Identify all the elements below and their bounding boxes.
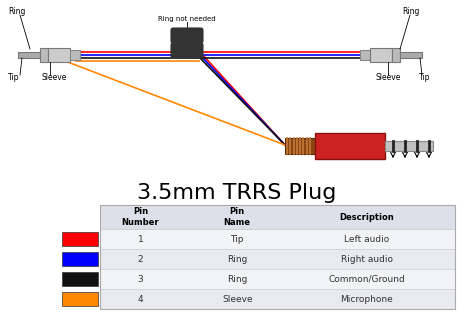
- Text: Right audio: Right audio: [341, 255, 393, 263]
- Text: Tip: Tip: [8, 73, 19, 82]
- Bar: [62, 232, 98, 246]
- Bar: [18, 52, 40, 58]
- Bar: [400, 52, 422, 58]
- Text: 1: 1: [137, 234, 143, 244]
- Text: Ring: Ring: [227, 274, 247, 283]
- Text: 4: 4: [137, 295, 143, 304]
- Text: Description: Description: [340, 213, 394, 221]
- Bar: [40, 48, 48, 62]
- Text: Ring: Ring: [8, 8, 26, 17]
- Text: Pin
Name: Pin Name: [224, 207, 251, 227]
- Bar: [100, 289, 455, 309]
- Bar: [392, 48, 400, 62]
- Text: Tip: Tip: [419, 73, 430, 82]
- Bar: [100, 269, 455, 289]
- Text: Sleeve: Sleeve: [222, 295, 253, 304]
- Bar: [285, 138, 315, 154]
- Bar: [48, 48, 70, 62]
- Bar: [360, 50, 370, 60]
- Bar: [385, 141, 433, 151]
- Text: Microphone: Microphone: [341, 295, 393, 304]
- Bar: [315, 133, 385, 159]
- Text: Sleeve: Sleeve: [42, 73, 67, 82]
- Text: Ring not needed: Ring not needed: [158, 16, 216, 22]
- FancyBboxPatch shape: [171, 43, 203, 58]
- Text: Pin
Number: Pin Number: [122, 207, 159, 227]
- Bar: [100, 229, 455, 249]
- Bar: [370, 48, 392, 62]
- Text: Common/Ground: Common/Ground: [328, 274, 405, 283]
- Bar: [70, 50, 80, 60]
- Bar: [100, 205, 455, 229]
- Text: Ring: Ring: [402, 8, 420, 17]
- Text: Sleeve: Sleeve: [375, 73, 401, 82]
- Text: 3: 3: [137, 274, 143, 283]
- Text: Tip: Tip: [230, 234, 244, 244]
- Bar: [62, 252, 98, 266]
- Text: 2: 2: [137, 255, 143, 263]
- Bar: [62, 292, 98, 306]
- Text: 3.5mm TRRS Plug: 3.5mm TRRS Plug: [137, 183, 337, 203]
- Text: Left audio: Left audio: [345, 234, 390, 244]
- Bar: [62, 272, 98, 286]
- FancyBboxPatch shape: [171, 28, 203, 43]
- Bar: [100, 249, 455, 269]
- Bar: [100, 205, 455, 309]
- Text: Ring: Ring: [227, 255, 247, 263]
